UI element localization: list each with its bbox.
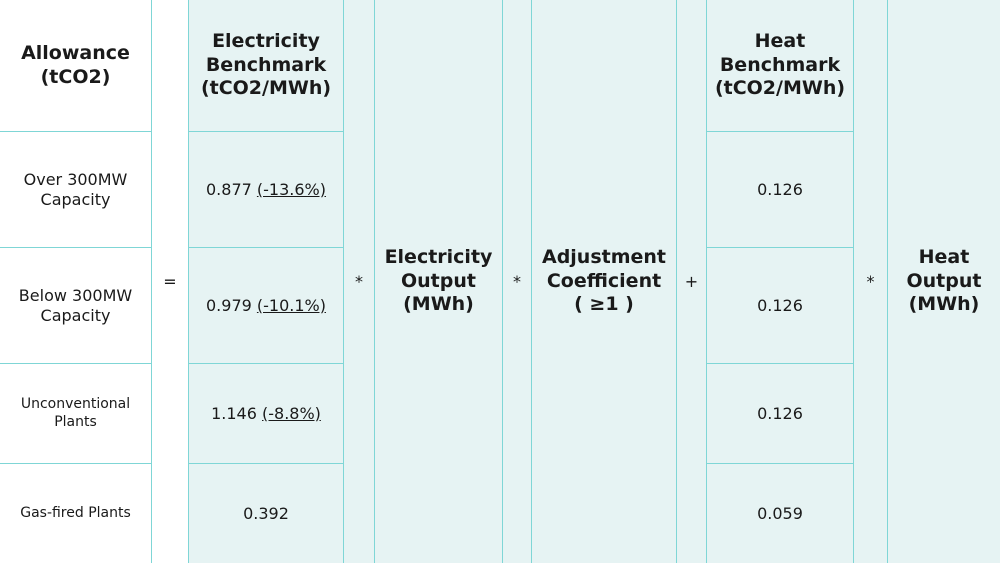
heat-benchmark-over-300mw: 0.126 [707, 132, 854, 248]
heat-output-term: Heat Output (MWh) [888, 0, 1000, 563]
heat-output-line2: Output [906, 269, 982, 292]
multiply-sign: * [513, 271, 521, 291]
heat-benchmark-unconventional: 0.126 [707, 364, 854, 464]
electricity-benchmark-below-300mw: 0.979 (-10.1%) [189, 248, 344, 364]
electricity-benchmark-gas-fired: 0.392 [189, 464, 344, 563]
electricity-output-line1: Electricity [384, 245, 493, 268]
allowance-header-line1: Allowance [21, 41, 130, 64]
multiply-sign: * [355, 271, 363, 291]
heat-output-line3: (MWh) [908, 293, 980, 316]
row-label-line1: Gas-fired Plants [20, 504, 131, 521]
multiply-sign: * [866, 271, 875, 291]
electricity-value: 0.877 [206, 179, 252, 199]
row-label-line2: Capacity [40, 189, 111, 209]
heat-benchmark-line1: Heat [754, 29, 806, 52]
electricity-benchmark-unconventional: 1.146 (-8.8%) [189, 364, 344, 464]
adjustment-coefficient-term: Adjustment Coefficient ( ≥1 ) [532, 0, 677, 563]
row-label-line1: Unconventional [20, 396, 131, 412]
heat-output-line1: Heat [918, 245, 970, 268]
row-label-below-300mw: Below 300MW Capacity [0, 248, 152, 364]
electricity-change: (-13.6%) [256, 179, 326, 199]
electricity-benchmark-line1: Electricity [212, 29, 320, 52]
adjustment-coefficient-line2: Coefficient [546, 269, 662, 292]
allowance-header: Allowance (tCO2) [0, 0, 152, 132]
heat-value: 0.059 [757, 503, 803, 523]
electricity-output-line2: Output [401, 269, 476, 292]
row-label-line2: Capacity [40, 305, 111, 325]
adjustment-coefficient-line3: ( ≥1 ) [574, 293, 634, 316]
adjustment-coefficient-line1: Adjustment [541, 245, 667, 268]
equals-operator: = [152, 0, 189, 563]
electricity-change: (-10.1%) [256, 295, 326, 315]
heat-benchmark-header: Heat Benchmark (tCO2/MWh) [707, 0, 854, 132]
allowance-header-line2: (tCO2) [40, 65, 111, 88]
row-label-over-300mw: Over 300MW Capacity [0, 132, 152, 248]
multiply-operator-1: * [344, 0, 375, 563]
heat-benchmark-gas-fired: 0.059 [707, 464, 854, 563]
electricity-output-term: Electricity Output (MWh) [375, 0, 503, 563]
plus-sign: + [684, 271, 699, 291]
electricity-benchmark-header: Electricity Benchmark (tCO2/MWh) [189, 0, 344, 132]
row-label-line1: Below 300MW [18, 285, 133, 305]
heat-benchmark-line2: Benchmark [719, 53, 841, 76]
electricity-value: 0.392 [243, 503, 289, 523]
electricity-benchmark-over-300mw: 0.877 (-13.6%) [189, 132, 344, 248]
plus-operator: + [677, 0, 707, 563]
electricity-value: 0.979 [206, 295, 252, 315]
electricity-value: 1.146 [211, 403, 257, 423]
heat-value: 0.126 [757, 295, 803, 315]
row-label-line2: Plants [54, 413, 97, 430]
heat-value: 0.126 [757, 179, 803, 199]
electricity-output-line3: (MWh) [403, 293, 474, 316]
electricity-benchmark-line3: (tCO2/MWh) [200, 77, 332, 100]
electricity-benchmark-line2: Benchmark [205, 53, 327, 76]
heat-value: 0.126 [757, 403, 803, 423]
multiply-operator-3: * [854, 0, 888, 563]
heat-benchmark-line3: (tCO2/MWh) [714, 77, 846, 100]
row-label-unconventional: Unconventional Plants [0, 364, 152, 464]
heat-benchmark-below-300mw: 0.126 [707, 248, 854, 364]
multiply-operator-2: * [503, 0, 532, 563]
electricity-change: (-8.8%) [262, 403, 321, 423]
row-label-line1: Over 300MW [23, 169, 128, 189]
equals-sign: = [163, 271, 177, 291]
row-label-gas-fired: Gas-fired Plants [0, 464, 152, 563]
